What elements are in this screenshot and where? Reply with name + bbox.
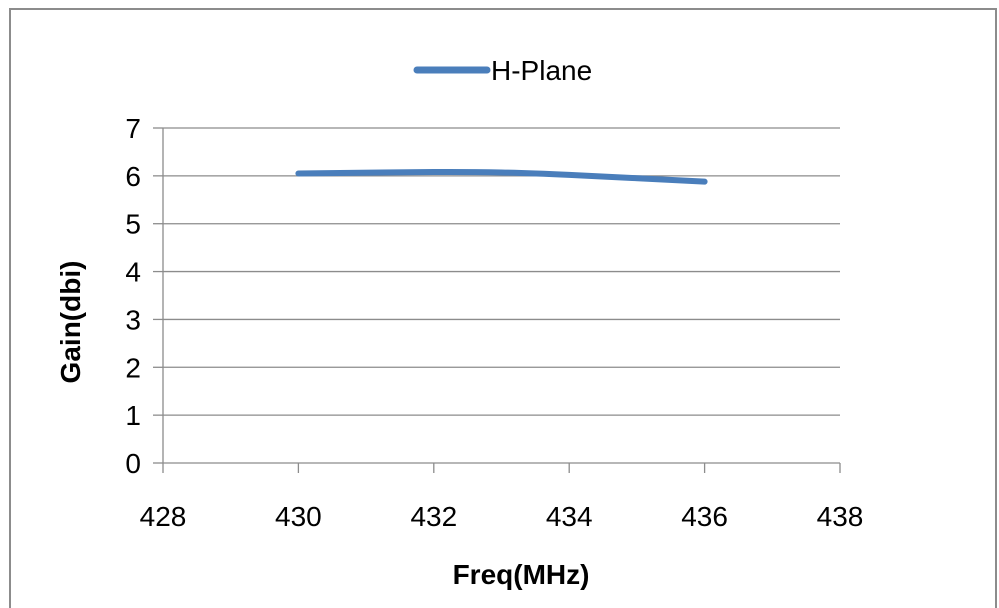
x-axis-title: Freq(MHz): [453, 559, 590, 590]
x-tick-label-438: 438: [817, 501, 864, 532]
x-tick-label-430: 430: [275, 501, 322, 532]
x-tick-label-436: 436: [681, 501, 728, 532]
series-line-h-plane: [295, 168, 708, 185]
y-tick-label-2: 2: [125, 352, 141, 383]
x-tick-label-428: 428: [140, 501, 187, 532]
legend-label-h-plane: H-Plane: [491, 55, 592, 86]
y-tick-label-6: 6: [125, 161, 141, 192]
legend: H-Plane: [413, 55, 592, 86]
x-tick-label-432: 432: [410, 501, 457, 532]
y-tick-label-7: 7: [125, 113, 141, 144]
y-tick-label-1: 1: [125, 400, 141, 431]
x-tick-label-434: 434: [546, 501, 593, 532]
tick-labels: 0 1 2 3 4 5 6 7 428 430 432 434 436 438: [125, 113, 863, 532]
y-axis-title: Gain(dbi): [55, 261, 86, 384]
plot-area: [295, 168, 708, 185]
chart-frame: [9, 8, 997, 608]
y-tick-label-5: 5: [125, 209, 141, 240]
axes: [153, 127, 841, 473]
y-tick-label-4: 4: [125, 257, 141, 288]
y-tick-label-3: 3: [125, 304, 141, 335]
gridlines: [163, 127, 840, 416]
y-tick-label-0: 0: [125, 448, 141, 479]
